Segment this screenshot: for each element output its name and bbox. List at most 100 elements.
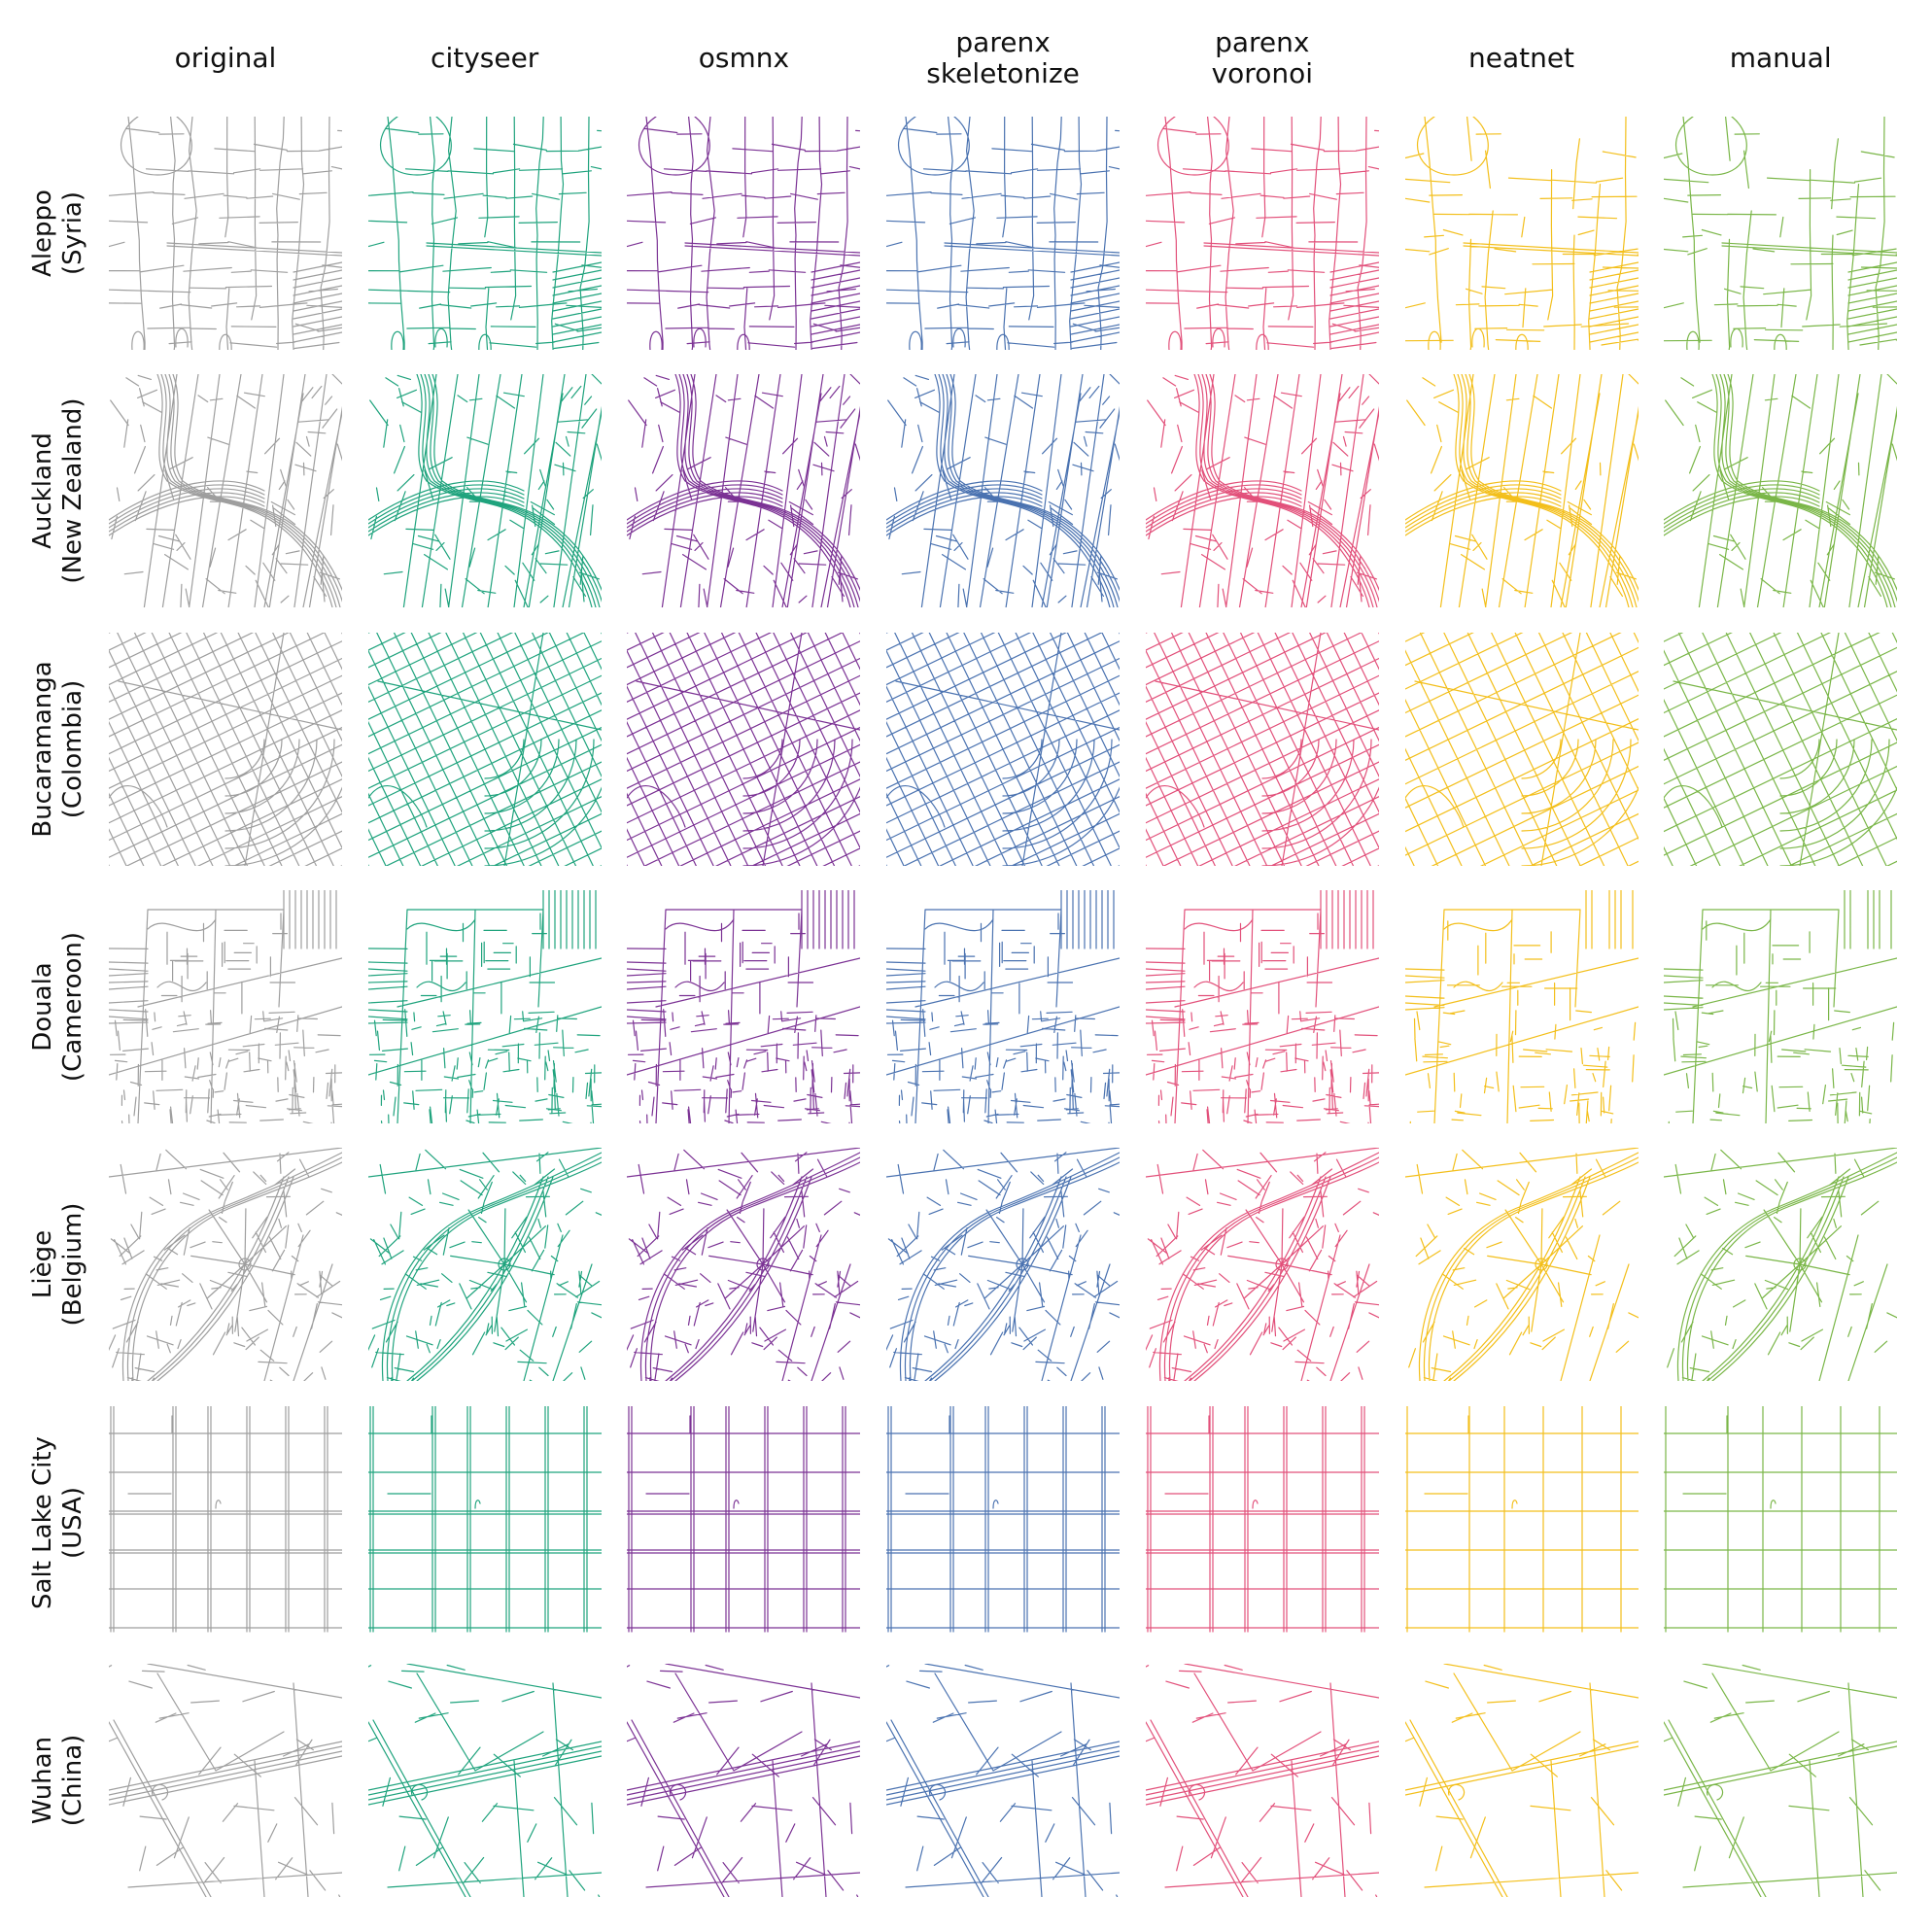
street-network-map <box>627 117 861 350</box>
street-edge-path <box>886 1405 1121 1633</box>
map-panel-r5-c4 <box>1145 1405 1379 1639</box>
street-edges <box>1404 374 1639 608</box>
street-edge-path <box>1664 889 1898 1123</box>
street-edge-path <box>109 1148 342 1382</box>
street-edge-path <box>1664 1148 1898 1382</box>
row-label-1: Auckland (New Zealand) <box>28 397 87 584</box>
street-network-map <box>886 117 1121 350</box>
street-network-map <box>1145 117 1379 350</box>
street-network-map <box>1664 117 1898 350</box>
row-label-6: Wuhan (China) <box>28 1734 87 1827</box>
street-network-map <box>886 1148 1121 1382</box>
street-edges <box>1145 1663 1379 1897</box>
row-header-5: Salt Lake City (USA) <box>0 1406 117 1639</box>
street-edges <box>1664 1405 1898 1633</box>
street-edge-path <box>886 1148 1121 1382</box>
street-network-map <box>627 889 861 1123</box>
map-panel-r6-c4 <box>1145 1663 1379 1897</box>
street-edges <box>1664 117 1898 350</box>
street-edge-path <box>1404 889 1639 1123</box>
map-panel-r2-c6 <box>1664 632 1898 866</box>
street-edges <box>627 117 861 350</box>
map-panel-r4-c1 <box>367 1148 602 1382</box>
street-edge-path <box>627 374 861 608</box>
street-network-map <box>109 1405 342 1633</box>
street-edges <box>367 1405 602 1633</box>
street-network-map <box>1145 1663 1379 1897</box>
street-network-map <box>1145 1148 1379 1382</box>
street-edge-path <box>1404 1148 1639 1382</box>
street-network-map <box>109 1148 342 1382</box>
street-network-map <box>367 1663 602 1897</box>
street-edges <box>886 1405 1121 1633</box>
street-edge-path <box>1664 1663 1898 1897</box>
map-panel-r5-c6 <box>1664 1405 1898 1639</box>
street-edges <box>367 374 602 608</box>
street-network-map <box>1145 632 1379 866</box>
column-header-0: original <box>174 42 277 74</box>
street-network-map <box>367 889 602 1123</box>
street-edge-path <box>367 1148 602 1382</box>
map-panel-r3-c4 <box>1145 889 1379 1123</box>
map-panel-r3-c2 <box>627 889 861 1123</box>
street-edge-path <box>1145 889 1379 1123</box>
street-network-map <box>1664 889 1898 1123</box>
street-network-map <box>627 374 861 608</box>
street-edge-path <box>886 374 1121 608</box>
street-edge-path <box>886 1663 1121 1897</box>
street-edge-path <box>367 889 602 1123</box>
map-panel-r0-c3 <box>886 117 1121 350</box>
map-panel-r2-c5 <box>1404 632 1639 866</box>
street-edges <box>367 117 602 350</box>
street-edges <box>367 632 602 866</box>
street-edge-path <box>109 889 342 1123</box>
column-header-3: parenx skeletonize <box>926 26 1080 89</box>
street-edges <box>1404 632 1639 866</box>
column-header-6: manual <box>1729 42 1832 74</box>
street-network-map <box>1664 1663 1898 1897</box>
street-edges <box>627 374 861 608</box>
street-network-map <box>109 889 342 1123</box>
street-edges <box>627 632 861 866</box>
map-panel-r5-c5 <box>1404 1405 1639 1639</box>
street-network-map <box>1664 1148 1898 1382</box>
street-edges <box>1145 117 1379 350</box>
street-edge-path <box>1145 1148 1379 1382</box>
street-edge-path <box>109 117 342 350</box>
street-network-map <box>886 889 1121 1123</box>
row-label-2: Bucaramanga (Colombia) <box>28 660 87 838</box>
street-edges <box>886 889 1121 1123</box>
street-edge-path <box>1145 117 1379 350</box>
row-header-3: Douala (Cameroon) <box>0 890 117 1123</box>
street-network-map <box>1404 1148 1639 1382</box>
row-label-3: Douala (Cameroon) <box>28 931 87 1082</box>
street-edges <box>1404 889 1639 1123</box>
street-network-map <box>886 374 1121 608</box>
street-edge-path <box>1664 1405 1898 1633</box>
street-network-map <box>1664 632 1898 866</box>
map-panel-r6-c0 <box>109 1663 342 1897</box>
street-edges <box>1404 1663 1639 1897</box>
column-header-4: parenx voronoi <box>1211 26 1313 89</box>
street-edges <box>109 117 342 350</box>
street-edge-path <box>1404 374 1639 608</box>
row-label-4: Liège (Belgium) <box>28 1202 87 1327</box>
street-edges <box>886 1148 1121 1382</box>
map-panel-r6-c5 <box>1404 1663 1639 1897</box>
map-panel-r2-c2 <box>627 632 861 866</box>
map-panel-r3-c0 <box>109 889 342 1123</box>
street-network-map <box>109 374 342 608</box>
map-panel-r5-c0 <box>109 1405 342 1639</box>
street-network-map <box>109 117 342 350</box>
street-network-map <box>627 632 861 866</box>
map-panel-r0-c0 <box>109 117 342 350</box>
map-panel-r0-c6 <box>1664 117 1898 350</box>
street-edge-path <box>1145 374 1379 608</box>
map-panel-r4-c6 <box>1664 1148 1898 1382</box>
street-edge-path <box>367 374 602 608</box>
map-panel-r4-c5 <box>1404 1148 1639 1382</box>
street-edge-path <box>109 632 342 866</box>
row-header-0: Aleppo (Syria) <box>0 117 117 350</box>
street-edges <box>367 1148 602 1382</box>
